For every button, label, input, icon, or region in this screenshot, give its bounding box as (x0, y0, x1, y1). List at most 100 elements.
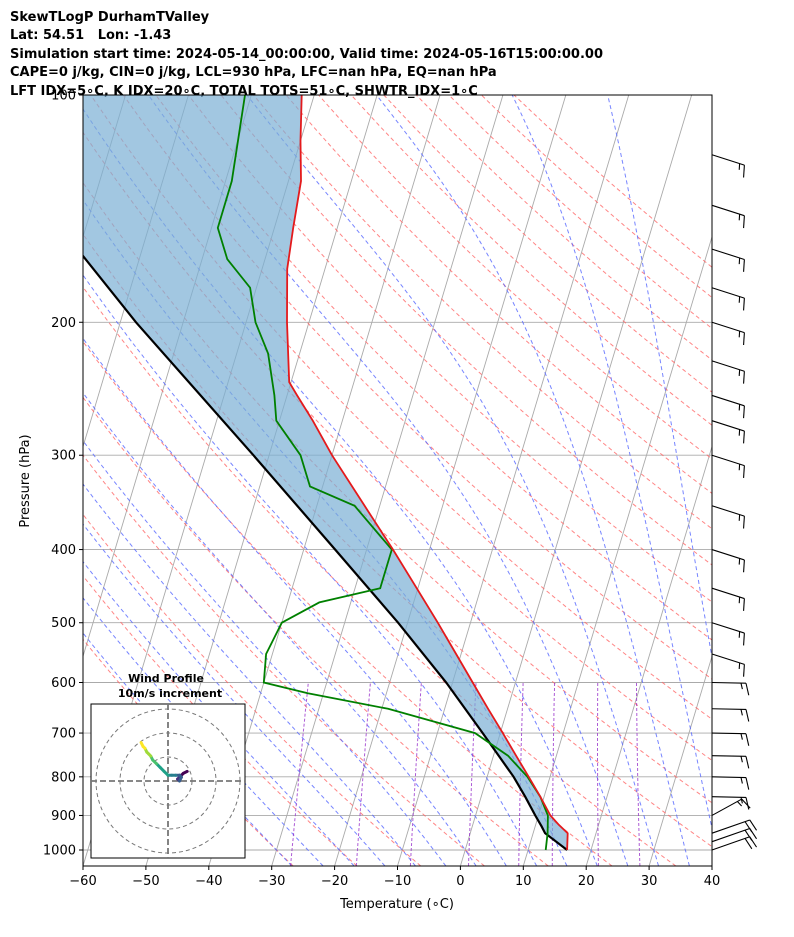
wind-barb (711, 819, 758, 834)
wind-barb (711, 154, 745, 178)
dewpoint-line (216, 95, 549, 851)
barb-staff (711, 622, 745, 634)
barb-staff (711, 321, 745, 334)
inset-title: Wind Profile (128, 672, 204, 685)
isotherm--20 (334, 95, 567, 866)
wind-barb (711, 732, 750, 746)
wind-barb (711, 505, 745, 529)
moist-adiabat-0 (83, 391, 477, 866)
dry-adiabat-150 (350, 95, 712, 426)
wind-barb (711, 360, 745, 384)
dry-adiabat-200 (513, 95, 712, 268)
barb-flag (745, 733, 750, 746)
barb-flag (744, 821, 753, 833)
barb-flag (743, 332, 745, 346)
wind-barb (711, 776, 750, 790)
x-tick-label: −50 (132, 874, 159, 889)
dry-adiabat-10 (83, 396, 549, 866)
wind-barb (711, 394, 745, 419)
y-tick-label: 600 (51, 676, 76, 691)
barb-flag (744, 838, 753, 850)
temperature-line (286, 95, 569, 851)
wind-barb (711, 653, 745, 677)
barb-staff (711, 681, 747, 684)
dry-adiabat--10 (83, 513, 422, 866)
moist-adiabat--25 (83, 597, 324, 866)
dry-adiabat-30 (83, 286, 677, 866)
dry-adiabat-90 (155, 95, 712, 641)
x-tick-label: −30 (258, 874, 285, 889)
indices-line: CAPE=0 j/kg, CIN=0 j/kg, LCL=930 hPa, LF… (10, 65, 497, 81)
barb-staff (711, 394, 745, 407)
wind-profile-inset: Wind Profile 10m/s increment (90, 672, 246, 859)
barb-staff (711, 796, 747, 798)
x-tick-label: 30 (641, 874, 658, 889)
y-tick-label: 500 (51, 616, 76, 631)
barb-staff (711, 653, 745, 665)
barb-staff (711, 505, 745, 517)
dry-adiabat-110 (220, 95, 712, 566)
x-tick-label: −20 (321, 874, 348, 889)
barb-flag (743, 298, 745, 311)
barb-half-flag (740, 777, 743, 784)
barb-half-flag (737, 801, 743, 807)
moist-adiabat-40 (511, 95, 712, 831)
wind-barb (711, 321, 745, 346)
barb-flag (743, 664, 745, 677)
wind-barbs (711, 154, 758, 851)
barb-flag (743, 165, 745, 178)
dry-adiabat-140 (318, 95, 712, 460)
barb-staff (711, 587, 745, 600)
x-tick-label: 10 (515, 874, 532, 889)
parcel-fill (83, 95, 568, 850)
y-tick-label: 900 (51, 809, 76, 824)
x-tick-label: 40 (704, 874, 721, 889)
barb-flag (745, 756, 750, 769)
barb-flag (749, 819, 758, 831)
wind-barb (711, 836, 758, 851)
isotherm-10 (522, 235, 712, 866)
isotherm-30 (648, 654, 712, 866)
barb-flag (743, 516, 745, 529)
isotherm--30 (271, 95, 504, 866)
y-tick-label: 700 (51, 727, 76, 742)
barb-flag (745, 709, 750, 722)
barb-staff (711, 154, 745, 166)
x-tick-label: −40 (195, 874, 222, 889)
wind-barb (711, 587, 745, 611)
isotherm-50 (775, 95, 794, 866)
barb-staff (711, 454, 745, 467)
barb-flag (741, 798, 751, 809)
x-axis-label: Temperature (∘C) (339, 897, 454, 912)
wind-barb (711, 248, 745, 272)
chart-title: SkewTLogP DurhamTValley (10, 10, 210, 25)
barb-staff (711, 732, 747, 735)
wind-barb (711, 454, 745, 478)
wind-barb (711, 549, 745, 573)
barb-flag (743, 431, 745, 444)
dry-adiabat-50 (83, 181, 712, 804)
barb-staff (711, 776, 747, 779)
barb-staff (711, 360, 745, 372)
wind-barb (711, 681, 750, 696)
mixing-ratio-line (636, 682, 641, 866)
mixing-ratio-line (290, 682, 309, 866)
moist-adiabat-35 (376, 95, 690, 866)
moist-adiabat-20 (83, 108, 598, 866)
time-line: Simulation start time: 2024-05-14_00:00:… (10, 46, 603, 62)
wind-barb (711, 798, 751, 816)
isotherm-20 (585, 444, 712, 866)
dry-adiabat-40 (83, 233, 712, 848)
mixing-ratio-line (355, 682, 371, 866)
wind-barb (711, 796, 750, 810)
wind-barb (711, 420, 745, 444)
barb-staff (711, 420, 745, 432)
barb-flag (743, 371, 745, 384)
isotherm--10 (397, 95, 630, 866)
barb-flag (743, 559, 745, 573)
mixing-ratio-line (597, 682, 599, 866)
barb-staff (711, 287, 745, 299)
dry-adiabat-130 (285, 95, 712, 495)
moist-adiabat-5 (83, 337, 507, 866)
